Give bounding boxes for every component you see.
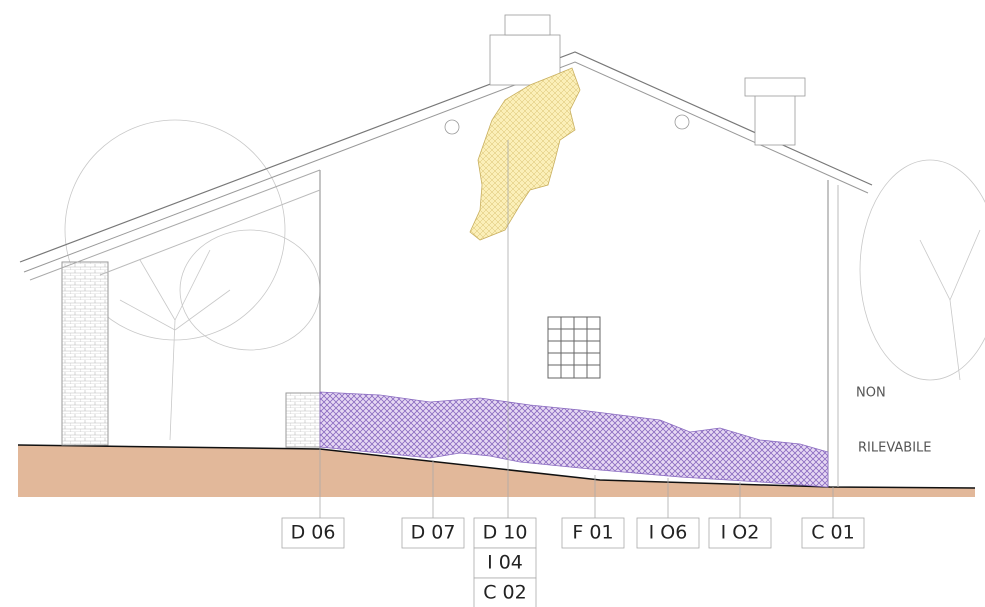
marker-label: I 04 bbox=[487, 552, 523, 574]
marker-label: D 10 bbox=[483, 522, 528, 544]
marker-label: I O6 bbox=[649, 522, 688, 544]
marker-label: D 06 bbox=[291, 522, 336, 544]
marker-label: F 01 bbox=[572, 522, 613, 544]
marker-label: C 01 bbox=[811, 522, 854, 544]
roof bbox=[20, 52, 872, 280]
wall-stub bbox=[286, 393, 320, 447]
vent bbox=[445, 120, 459, 134]
note-text: NON bbox=[856, 386, 886, 401]
marker-label: D 07 bbox=[411, 522, 456, 544]
marker-label: I O2 bbox=[721, 522, 760, 544]
marker-label: C 02 bbox=[483, 582, 526, 604]
note-text: RILEVABILE bbox=[858, 441, 932, 456]
window bbox=[548, 317, 600, 378]
elevation-drawing: NON RILEVABILE D 06 D 07 D 10 I 04 C 02 F 01 I… bbox=[0, 0, 985, 607]
vent bbox=[675, 115, 689, 129]
marker-labels: D 06 D 07 D 10 I 04 C 02 F 01 I O6 I O2 C 01 bbox=[282, 518, 864, 607]
pillar bbox=[62, 262, 108, 445]
yellow-area bbox=[470, 68, 580, 240]
